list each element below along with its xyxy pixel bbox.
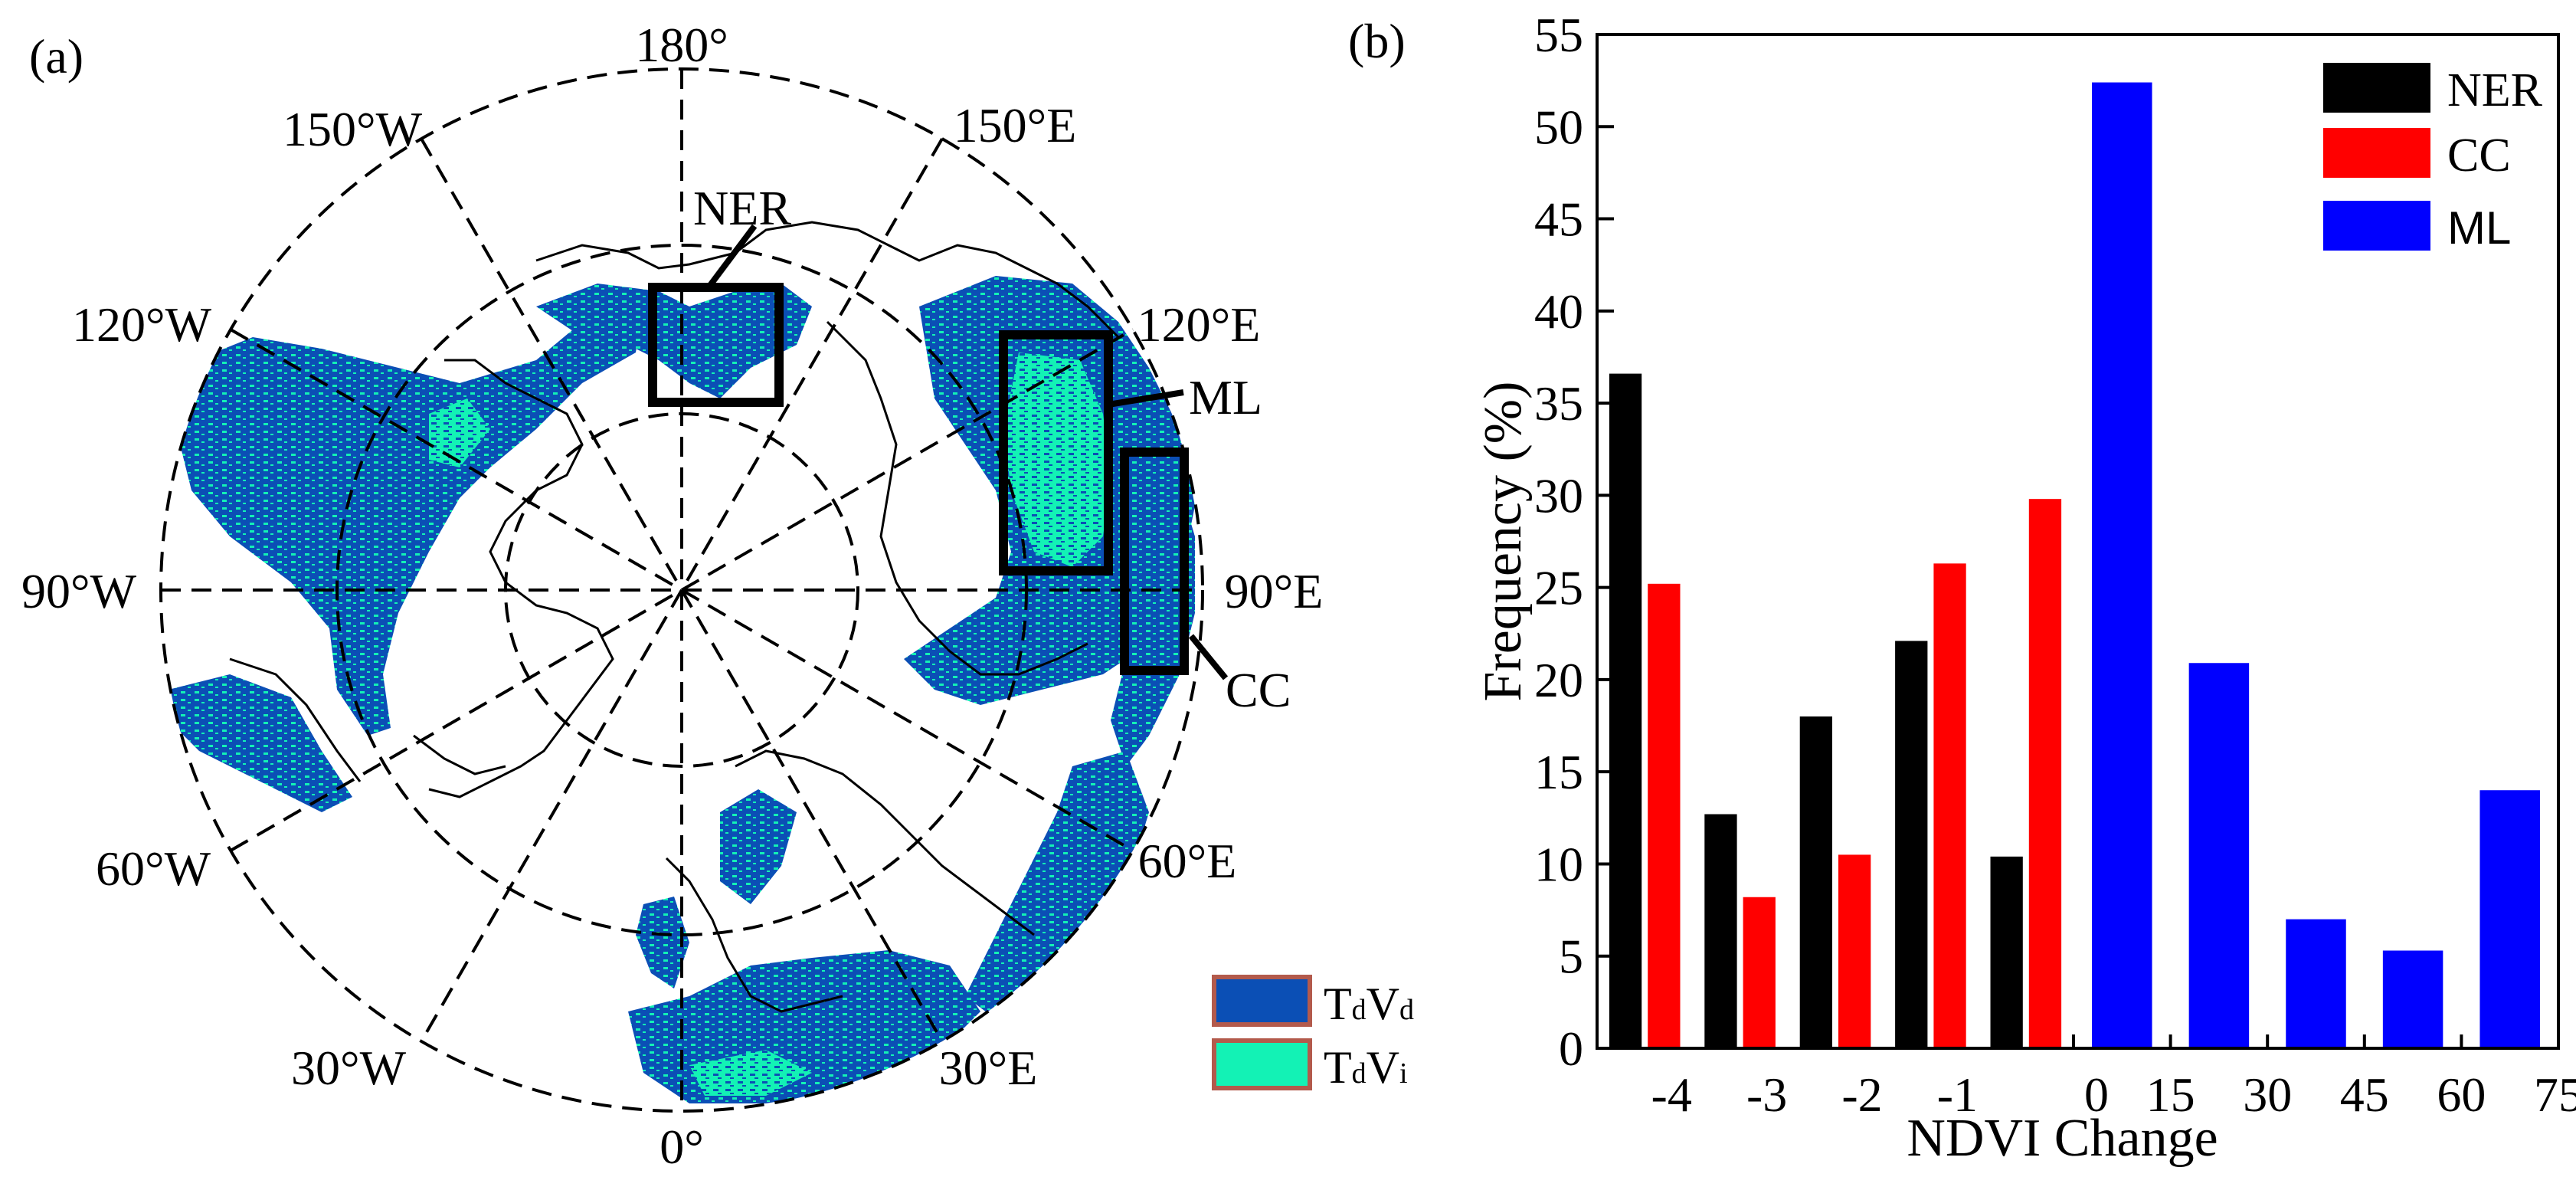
polar-map-panel: (a) [21,18,1414,1174]
bar-ner [1990,856,2023,1048]
graticule [159,67,1204,1113]
x-tick-label-negative: -4 [1651,1067,1692,1122]
bar-ml [2479,790,2540,1048]
legend-label-tdvd: TdVd [1324,979,1414,1029]
patch-east-asia [1111,452,1195,766]
y-tick-label: 15 [1534,745,1583,799]
lon-label-30e: 30°E [939,1041,1038,1095]
longitude-labels: 180° 150°W 150°E 120°W 120°E 90°W 90°E 6… [21,18,1323,1174]
legend-label-cc: CC [2447,130,2511,182]
bar-cc [2028,499,2062,1048]
patch-uk [636,897,689,988]
legend-swatch-tdvi [1212,1038,1312,1090]
x-tick-label-positive: 0 [2084,1067,2109,1122]
ml-leader-line [1108,389,1184,408]
patch-north-america [176,299,643,736]
legend-swatch-ner [2323,63,2430,113]
y-tick-label: 50 [1534,100,1583,154]
coastlines [229,221,1120,1013]
map-legend: TdVd TdVi [1212,975,1414,1093]
legend-swatch-ml [2323,201,2430,251]
y-tick-label: 0 [1559,1021,1583,1076]
y-tick-label: 5 [1559,929,1583,984]
lon-label-90w: 90°W [21,564,137,618]
vegetation-patches [169,276,1195,1103]
y-ticks: 0 5 10 15 20 25 30 35 40 45 50 55 [1534,8,1614,1076]
region-leaders [705,224,1229,680]
bar-ner [1609,373,1642,1048]
lon-label-120w: 120°W [72,297,212,352]
region-label-ml: ML [1189,370,1262,425]
bar-cc [1743,897,1776,1048]
bar-cc [1838,854,1871,1048]
y-tick-label: 35 [1534,376,1583,431]
lon-label-150e: 150°E [954,98,1077,152]
bar-chart-panel: (b) 0 5 10 15 20 25 30 35 40 45 50 55 -4 -3 -2 -1 0 15 30… [1348,8,2576,1168]
patch-central-asia [965,751,1149,1019]
x-tick-label-positive: 60 [2437,1067,2486,1122]
bar-ml [2382,950,2443,1048]
lon-label-60e: 60°E [1138,834,1237,888]
lon-label-0: 0° [660,1120,704,1174]
x-tick-label-negative: -2 [1841,1067,1882,1122]
y-tick-label: 40 [1534,284,1583,339]
region-label-ner: NER [693,181,791,235]
x-tick-label-positive: 45 [2340,1067,2389,1122]
bar-cc [1648,583,1681,1048]
legend-label-ner: NER [2447,64,2543,116]
region-box-ner [648,283,784,407]
panel-a-label: (a) [29,29,83,84]
lon-label-120e: 120°E [1137,297,1261,352]
legend-swatch-cc [2323,128,2430,178]
lon-label-180: 180° [635,18,728,72]
panel-b-label: (b) [1348,14,1406,68]
patch-scandinavia [720,789,797,904]
y-tick-label: 30 [1534,468,1583,523]
lon-label-60w: 60°W [96,841,211,896]
y-tick-label: 45 [1534,192,1583,247]
legend-swatch-tdvd [1212,975,1312,1027]
x-ticks: -4 -3 -2 -1 0 15 30 45 60 75 [1651,1034,2576,1122]
lon-label-150w: 150°W [283,102,423,156]
y-tick-label: 20 [1534,653,1583,707]
patch-siberia-east [536,284,812,398]
bars [1609,82,2540,1048]
legend-label-ml: ML [2447,202,2511,254]
lon-label-90e: 90°E [1225,564,1324,618]
bar-ml [2286,919,2346,1048]
y-tick-label: 10 [1534,837,1583,891]
x-tick-label-positive: 30 [2243,1067,2292,1122]
y-tick-label: 55 [1534,8,1583,62]
x-tick-label-negative: -3 [1746,1067,1787,1122]
bar-ml [2092,82,2152,1048]
region-box-ml [999,330,1113,575]
x-axis-label: NDVI Change [1907,1109,2218,1168]
patch-canada-east [429,398,490,467]
lon-label-30w: 30°W [291,1041,407,1095]
bar-ner [1799,716,1832,1048]
x-tick-label-positive: 15 [2146,1067,2195,1122]
region-labels: NER ML CC [693,181,1291,717]
bar-ner [1895,641,1928,1048]
y-axis-label: Frequency (%) [1474,382,1533,702]
legend-label-tdvi: TdVi [1324,1042,1408,1093]
plot-area: 0 5 10 15 20 25 30 35 40 45 50 55 -4 -3 -2 -1 0 15 30 45 60… [1534,8,2576,1122]
region-box-cc [1120,448,1189,675]
bar-ml [2188,663,2250,1048]
x-tick-label-negative: -1 [1937,1067,1978,1122]
cc-leader-line [1188,634,1229,680]
patch-siberia-ml [1003,352,1111,567]
chart-legend: NER CC ML [2323,63,2543,254]
plot-frame [1596,33,2560,1050]
x-tick-label-positive: 75 [2534,1067,2576,1122]
y-tick-label: 25 [1534,561,1583,615]
patch-labrador [169,674,352,812]
region-boxes [648,283,1189,675]
region-label-cc: CC [1226,663,1291,717]
bar-ner [1704,814,1737,1048]
patch-europe-light [689,1050,812,1096]
ner-leader-line [705,224,758,290]
bar-cc [1933,563,1966,1048]
